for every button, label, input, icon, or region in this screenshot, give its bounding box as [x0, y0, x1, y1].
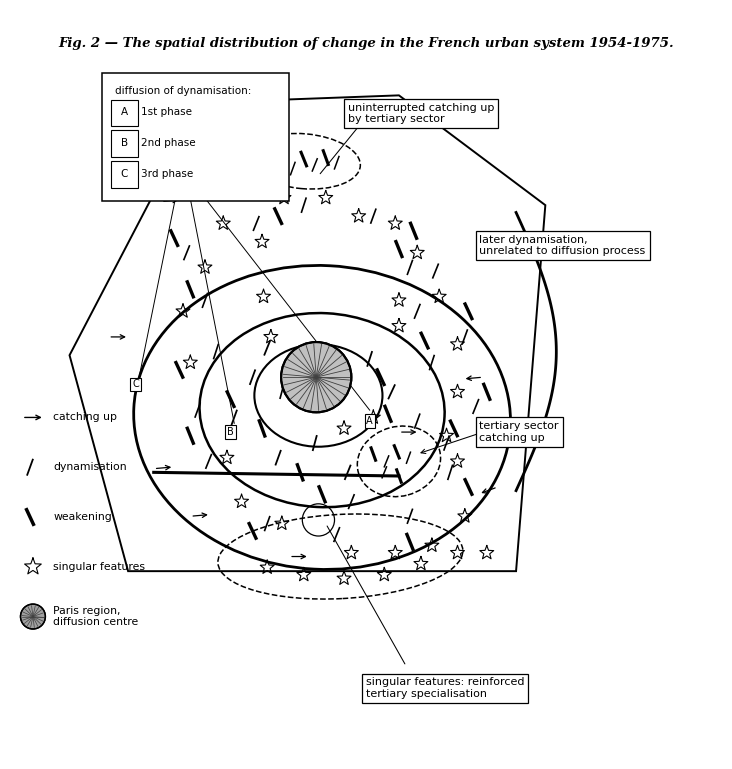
FancyBboxPatch shape	[111, 131, 138, 157]
Text: Fig. 2 — The spatial distribution of change in the French urban system 1954-1975: Fig. 2 — The spatial distribution of cha…	[58, 37, 674, 50]
FancyBboxPatch shape	[102, 73, 289, 201]
Text: dynamisation: dynamisation	[53, 462, 127, 472]
Text: catching up: catching up	[53, 412, 117, 422]
Text: tertiary sector
catching up: tertiary sector catching up	[479, 421, 559, 443]
Text: diffusion of dynamisation:: diffusion of dynamisation:	[115, 86, 251, 96]
Text: C: C	[121, 168, 128, 178]
Text: later dynamisation,
unrelated to diffusion process: later dynamisation, unrelated to diffusi…	[479, 235, 646, 256]
Text: 2nd phase: 2nd phase	[141, 138, 196, 148]
Text: B: B	[121, 138, 128, 148]
Text: Paris region,
diffusion centre: Paris region, diffusion centre	[53, 606, 138, 628]
Text: A: A	[121, 107, 128, 117]
Text: singular features: reinforced
tertiary specialisation: singular features: reinforced tertiary s…	[366, 677, 525, 699]
Text: 1st phase: 1st phase	[141, 107, 193, 117]
Text: A: A	[366, 416, 373, 426]
Text: uninterrupted catching up
by tertiary sector: uninterrupted catching up by tertiary se…	[348, 103, 494, 125]
FancyBboxPatch shape	[111, 161, 138, 188]
Text: singular features: singular features	[53, 562, 146, 572]
Text: weakening: weakening	[53, 512, 112, 522]
FancyBboxPatch shape	[111, 100, 138, 126]
Circle shape	[281, 342, 351, 412]
Text: 3rd phase: 3rd phase	[141, 168, 193, 178]
Circle shape	[20, 604, 45, 629]
Text: B: B	[227, 427, 234, 437]
Text: C: C	[132, 379, 139, 390]
